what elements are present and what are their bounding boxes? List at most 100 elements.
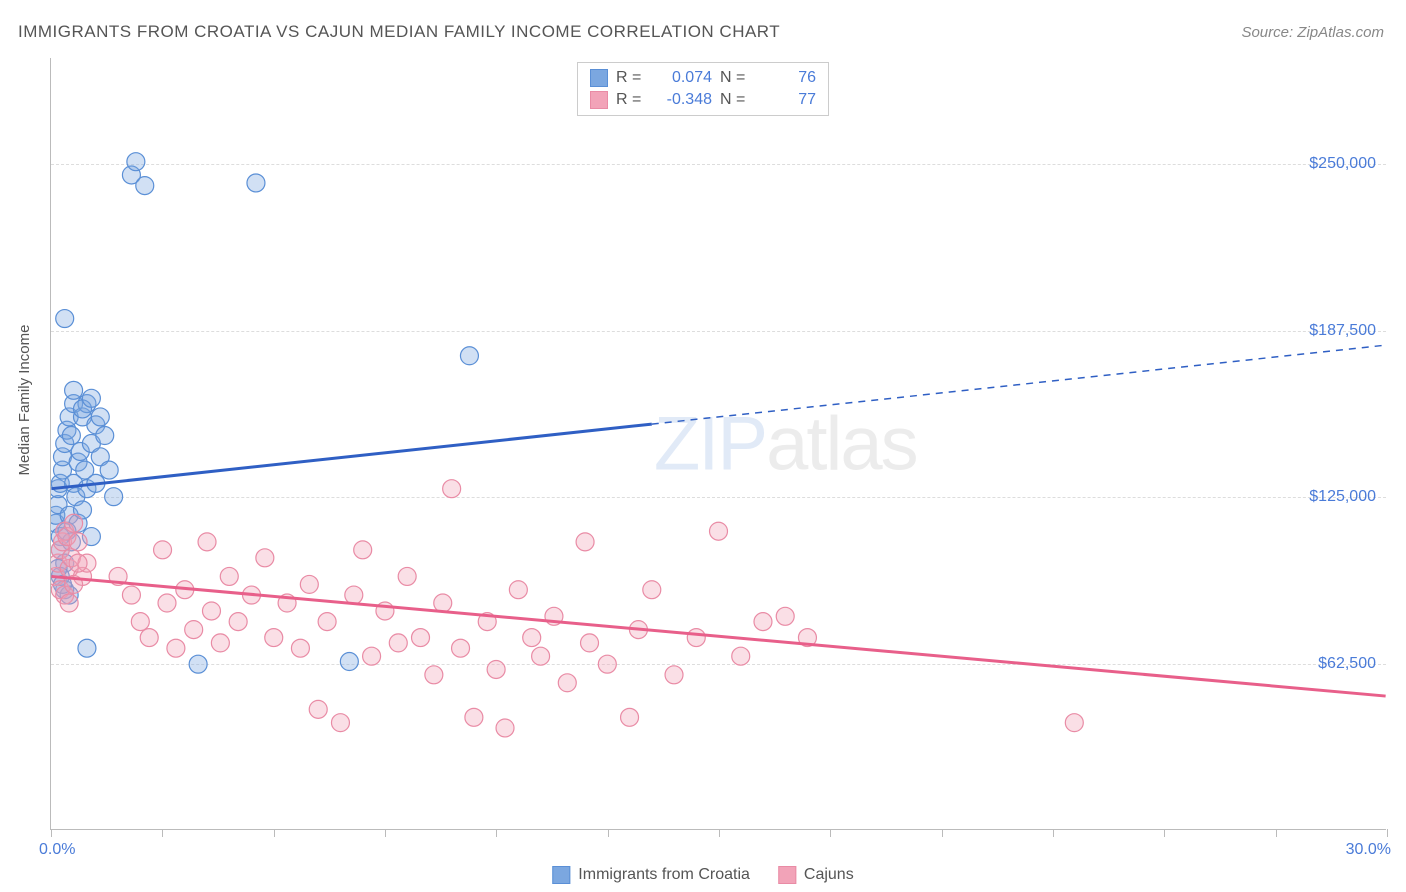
x-axis-tick [1164, 829, 1165, 837]
data-point [247, 174, 265, 192]
data-point [91, 408, 109, 426]
x-axis-tick [830, 829, 831, 837]
n-label: N = [720, 91, 748, 109]
data-point [78, 639, 96, 657]
r-value-cajun: -0.348 [652, 91, 712, 109]
data-point [265, 629, 283, 647]
data-point [496, 719, 514, 737]
correlation-legend-row: R = 0.074 N = 76 [590, 67, 816, 89]
data-point [96, 427, 114, 445]
data-point [65, 514, 83, 532]
r-label: R = [616, 91, 644, 109]
x-axis-tick [1387, 829, 1388, 837]
data-point [56, 310, 74, 328]
data-point [220, 567, 238, 585]
data-point [309, 700, 327, 718]
data-point [69, 554, 87, 572]
data-point [202, 602, 220, 620]
data-point [100, 461, 118, 479]
r-value-croatia: 0.074 [652, 69, 712, 87]
data-point [60, 594, 78, 612]
source-label: Source: ZipAtlas.com [1241, 24, 1384, 41]
data-point [598, 655, 616, 673]
data-point [82, 389, 100, 407]
swatch-croatia [552, 866, 570, 884]
chart-plot-area: ZIPatlas 0.0% 30.0% $62,500$125,000$187,… [50, 58, 1386, 830]
data-point [65, 381, 83, 399]
series-legend: Immigrants from Croatia Cajuns [552, 866, 853, 884]
correlation-legend: R = 0.074 N = 76 R = -0.348 N = 77 [577, 62, 829, 116]
data-point [154, 541, 172, 559]
x-axis-label-max: 30.0% [1346, 841, 1391, 859]
data-point [754, 613, 772, 631]
data-point [256, 549, 274, 567]
x-axis-tick [608, 829, 609, 837]
data-point [140, 629, 158, 647]
data-point [300, 575, 318, 593]
data-point [354, 541, 372, 559]
x-axis-tick [496, 829, 497, 837]
series-legend-item: Cajuns [778, 866, 854, 884]
n-value-croatia: 76 [756, 69, 816, 87]
data-point [127, 153, 145, 171]
regression-line [51, 576, 1385, 696]
data-point [345, 586, 363, 604]
data-point [576, 533, 594, 551]
data-point [621, 708, 639, 726]
data-point [363, 647, 381, 665]
n-value-cajun: 77 [756, 91, 816, 109]
data-point [189, 655, 207, 673]
data-point [340, 653, 358, 671]
data-point [158, 594, 176, 612]
data-point [131, 613, 149, 631]
data-point [412, 629, 430, 647]
data-point [558, 674, 576, 692]
data-point [136, 177, 154, 195]
data-point [434, 594, 452, 612]
series-label-cajun: Cajuns [804, 866, 854, 884]
data-point [389, 634, 407, 652]
data-point [105, 488, 123, 506]
data-point [198, 533, 216, 551]
regression-line-extrapolated [652, 345, 1386, 424]
data-point [167, 639, 185, 657]
regression-line [51, 424, 651, 489]
data-point [291, 639, 309, 657]
x-axis-tick [1276, 829, 1277, 837]
data-point [460, 347, 478, 365]
scatter-svg [51, 58, 1386, 829]
data-point [710, 522, 728, 540]
data-point [581, 634, 599, 652]
data-point [643, 581, 661, 599]
data-point [229, 613, 247, 631]
data-point [443, 480, 461, 498]
data-point [509, 581, 527, 599]
n-label: N = [720, 69, 748, 87]
y-axis-title: Median Family Income [16, 325, 33, 476]
data-point [122, 586, 140, 604]
data-point [532, 647, 550, 665]
data-point [523, 629, 541, 647]
x-axis-tick [162, 829, 163, 837]
x-axis-label-min: 0.0% [39, 841, 75, 859]
swatch-cajun [778, 866, 796, 884]
data-point [69, 533, 87, 551]
swatch-croatia [590, 69, 608, 87]
data-point [1065, 714, 1083, 732]
data-point [687, 629, 705, 647]
chart-title: IMMIGRANTS FROM CROATIA VS CAJUN MEDIAN … [18, 22, 780, 42]
x-axis-tick [719, 829, 720, 837]
data-point [425, 666, 443, 684]
data-point [452, 639, 470, 657]
series-legend-item: Immigrants from Croatia [552, 866, 750, 884]
x-axis-tick [942, 829, 943, 837]
data-point [62, 427, 80, 445]
data-point [465, 708, 483, 726]
data-point [185, 621, 203, 639]
r-label: R = [616, 69, 644, 87]
x-axis-tick [51, 829, 52, 837]
data-point [211, 634, 229, 652]
data-point [318, 613, 336, 631]
x-axis-tick [1053, 829, 1054, 837]
data-point [398, 567, 416, 585]
